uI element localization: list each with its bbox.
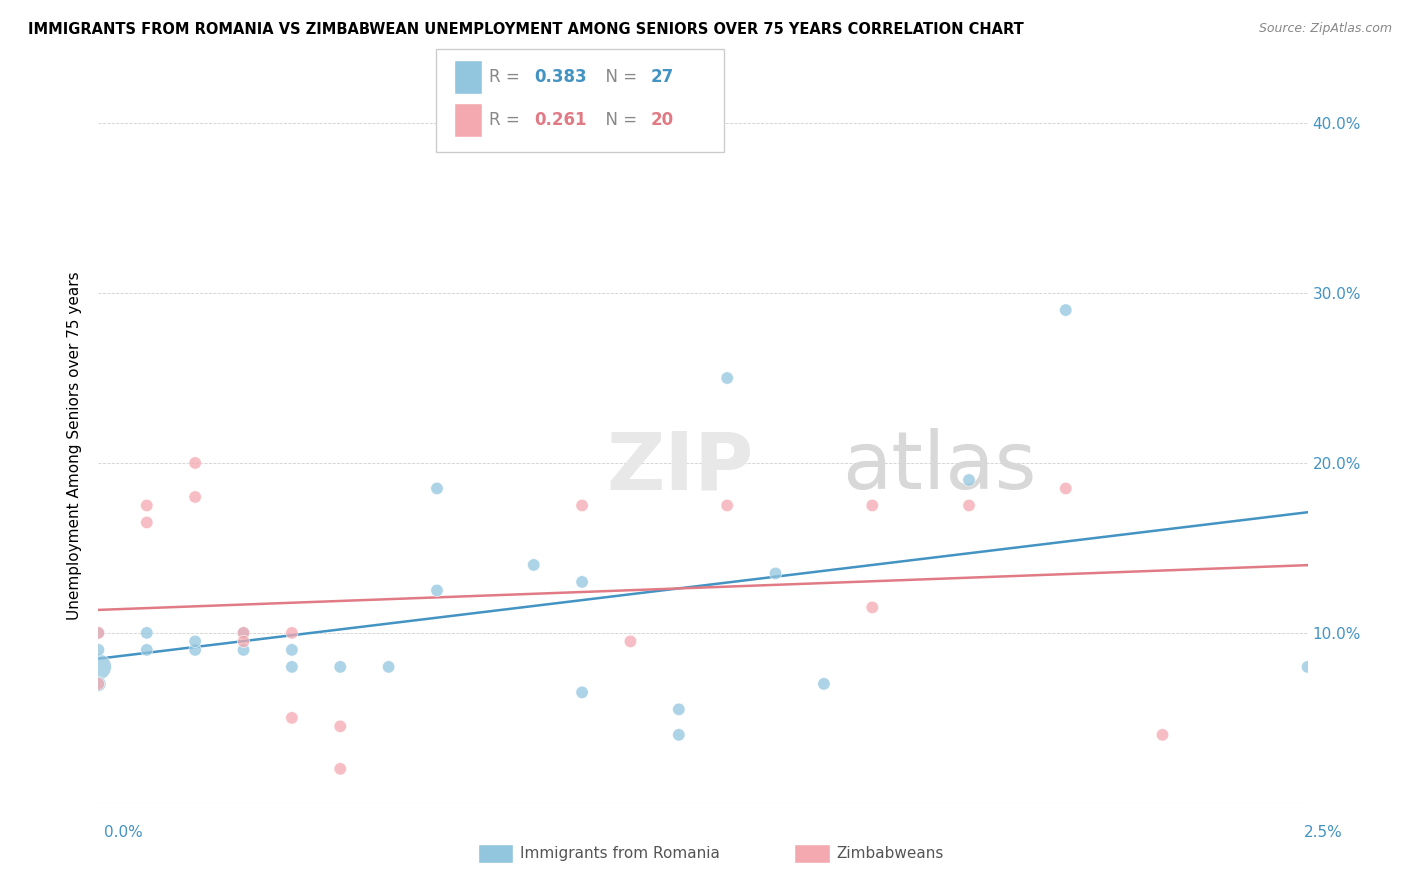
Point	[716, 371, 738, 385]
Text: Zimbabweans: Zimbabweans	[837, 847, 943, 861]
Point	[135, 643, 157, 657]
Text: 27: 27	[651, 69, 675, 87]
Point	[281, 660, 304, 674]
Point	[426, 482, 449, 496]
Point	[281, 711, 304, 725]
Point	[87, 626, 110, 640]
Text: atlas: atlas	[842, 428, 1036, 507]
Point	[1054, 303, 1077, 318]
Point	[87, 660, 110, 674]
Point	[860, 600, 883, 615]
Y-axis label: Unemployment Among Seniors over 75 years: Unemployment Among Seniors over 75 years	[67, 272, 83, 620]
Text: R =: R =	[489, 112, 526, 129]
Point	[135, 626, 157, 640]
Text: 0.261: 0.261	[534, 112, 586, 129]
Point	[184, 490, 207, 504]
Point	[87, 643, 110, 657]
Point	[232, 626, 254, 640]
Text: 0.0%: 0.0%	[104, 825, 143, 840]
Point	[87, 677, 110, 691]
Point	[329, 719, 352, 733]
Text: N =: N =	[595, 112, 643, 129]
Text: Immigrants from Romania: Immigrants from Romania	[520, 847, 720, 861]
Text: 20: 20	[651, 112, 673, 129]
Point	[813, 677, 835, 691]
Point	[957, 473, 980, 487]
Point	[1152, 728, 1174, 742]
Point	[1054, 482, 1077, 496]
Point	[1296, 660, 1319, 674]
Point	[377, 660, 399, 674]
Text: 2.5%: 2.5%	[1303, 825, 1343, 840]
Point	[668, 702, 690, 716]
Point	[281, 626, 304, 640]
Point	[135, 516, 157, 530]
Point	[329, 660, 352, 674]
Point	[571, 574, 593, 589]
Point	[571, 499, 593, 513]
Point	[860, 499, 883, 513]
Point	[281, 643, 304, 657]
Point	[232, 643, 254, 657]
Text: Source: ZipAtlas.com: Source: ZipAtlas.com	[1258, 22, 1392, 36]
Text: N =: N =	[595, 69, 643, 87]
Text: 0.383: 0.383	[534, 69, 586, 87]
Point	[184, 643, 207, 657]
Point	[232, 634, 254, 648]
Text: IMMIGRANTS FROM ROMANIA VS ZIMBABWEAN UNEMPLOYMENT AMONG SENIORS OVER 75 YEARS C: IMMIGRANTS FROM ROMANIA VS ZIMBABWEAN UN…	[28, 22, 1024, 37]
Text: ZIP: ZIP	[606, 428, 754, 507]
Point	[329, 762, 352, 776]
Point	[87, 626, 110, 640]
Point	[716, 499, 738, 513]
Point	[668, 728, 690, 742]
Point	[184, 456, 207, 470]
Point	[765, 566, 787, 581]
Text: R =: R =	[489, 69, 526, 87]
Point	[135, 499, 157, 513]
Point	[571, 685, 593, 699]
Point	[619, 634, 641, 648]
Point	[426, 583, 449, 598]
Point	[523, 558, 546, 572]
Point	[87, 677, 110, 691]
Point	[184, 634, 207, 648]
Point	[957, 499, 980, 513]
Point	[232, 626, 254, 640]
